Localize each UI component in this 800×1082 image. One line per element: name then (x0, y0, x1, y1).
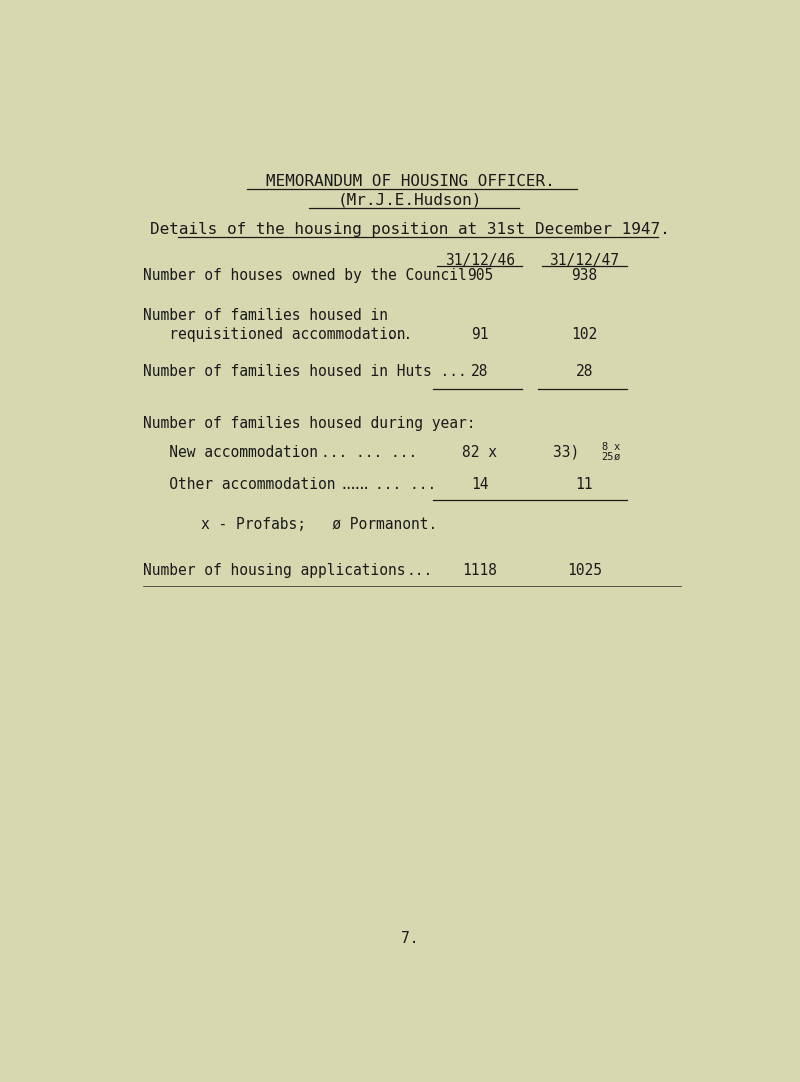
Text: (Mr.J.E.Hudson): (Mr.J.E.Hudson) (338, 193, 482, 208)
Text: 102: 102 (571, 327, 598, 342)
Text: Number of housing applications: Number of housing applications (142, 564, 405, 579)
Text: 1025: 1025 (567, 564, 602, 579)
Text: Number of houses owned by the Council: Number of houses owned by the Council (142, 268, 466, 283)
Text: 11: 11 (576, 477, 593, 492)
Text: ...: ... (406, 564, 432, 579)
Text: 25: 25 (602, 451, 614, 462)
Text: 82 x: 82 x (462, 445, 498, 460)
Text: 7.: 7. (402, 931, 418, 946)
Text: ...: ... (386, 327, 413, 342)
Text: 8: 8 (602, 443, 608, 452)
Text: 91: 91 (471, 327, 489, 342)
Text: 33): 33) (554, 445, 588, 460)
Text: ø: ø (614, 451, 620, 462)
Text: Other accommodation ...: Other accommodation ... (142, 477, 370, 492)
Text: 31/12/47: 31/12/47 (550, 253, 619, 268)
Text: x: x (614, 443, 620, 452)
Text: Details of the housing position at 31st December 1947.: Details of the housing position at 31st … (150, 222, 670, 237)
Text: 28: 28 (471, 364, 489, 379)
Text: x - Profabs;   ø Pormanont.: x - Profabs; ø Pormanont. (201, 517, 437, 532)
Text: 1118: 1118 (462, 564, 498, 579)
Text: 31/12/46: 31/12/46 (445, 253, 514, 268)
Text: MEMORANDUM OF HOUSING OFFICER.: MEMORANDUM OF HOUSING OFFICER. (266, 174, 554, 189)
Text: 905: 905 (466, 268, 493, 283)
Text: 14: 14 (471, 477, 489, 492)
Text: Number of families housed in: Number of families housed in (142, 308, 388, 324)
Text: New accommodation: New accommodation (142, 445, 318, 460)
Text: Number of families housed in Huts ...: Number of families housed in Huts ... (142, 364, 466, 379)
Text: requisitioned accommodation: requisitioned accommodation (142, 327, 405, 342)
Text: Number of families housed during year:: Number of families housed during year: (142, 415, 475, 431)
Text: 938: 938 (571, 268, 598, 283)
Text: ... ... ...: ... ... ... (340, 477, 437, 492)
Text: ... ... ...: ... ... ... (321, 445, 417, 460)
Text: 28: 28 (576, 364, 593, 379)
